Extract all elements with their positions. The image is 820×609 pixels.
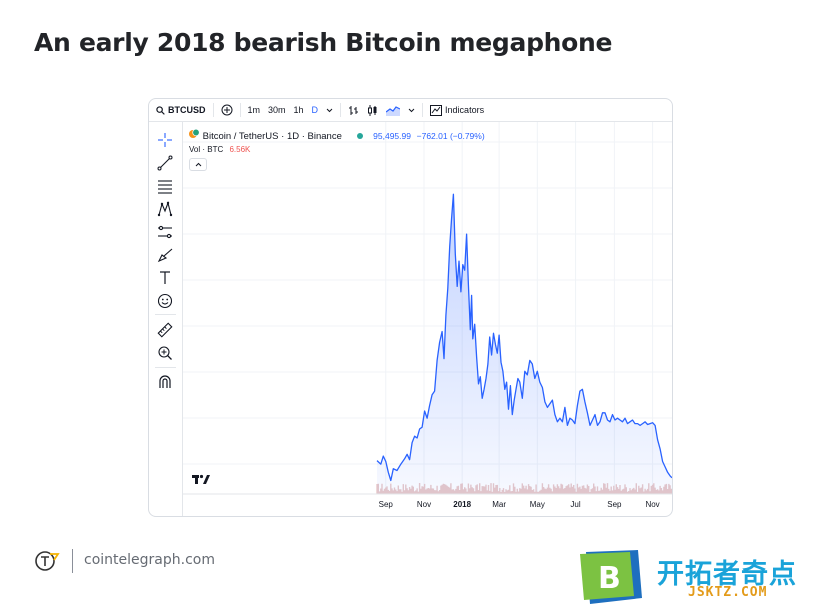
trend-line-tool[interactable] bbox=[156, 154, 174, 172]
footer-divider bbox=[72, 549, 73, 573]
watermark-badge-letter: B bbox=[598, 561, 621, 596]
area-style-button[interactable] bbox=[382, 99, 404, 121]
x-tick-label: May bbox=[530, 500, 545, 509]
projection-icon bbox=[158, 225, 172, 239]
fib-tool[interactable] bbox=[156, 177, 174, 195]
text-tool[interactable] bbox=[156, 269, 174, 287]
x-tick-label: Mar bbox=[492, 500, 506, 509]
search-icon bbox=[156, 105, 165, 115]
emoji-tool[interactable] bbox=[156, 292, 174, 310]
symbol-logo bbox=[189, 128, 200, 139]
legend-collapse-button[interactable] bbox=[189, 158, 207, 171]
indicators-button[interactable]: Indicators bbox=[426, 99, 488, 121]
trend-line-icon bbox=[157, 155, 173, 171]
watermark-badge: B bbox=[580, 550, 646, 609]
tradingview-logo[interactable] bbox=[191, 471, 211, 492]
page-title: An early 2018 bearish Bitcoin megaphone bbox=[34, 28, 613, 57]
projection-tool[interactable] bbox=[156, 223, 174, 241]
timeframe-1h[interactable]: 1h bbox=[293, 105, 304, 115]
cointelegraph-logo bbox=[34, 548, 60, 579]
zoom-tool[interactable] bbox=[156, 344, 174, 362]
candles-style-button[interactable] bbox=[363, 99, 382, 121]
brush-tool[interactable] bbox=[156, 246, 174, 264]
ruler-tool[interactable] bbox=[156, 321, 174, 339]
chevron-down-icon bbox=[326, 108, 333, 112]
symbol-search[interactable]: BTCUSD bbox=[149, 99, 210, 121]
tradingview-logo-icon bbox=[192, 474, 210, 484]
x-tick-label: Jul bbox=[570, 500, 580, 509]
emoji-icon bbox=[157, 293, 173, 309]
watermark-site: JSKTZ.COM bbox=[688, 585, 768, 600]
toolbar-divider bbox=[239, 103, 241, 117]
timeframe-d[interactable]: D bbox=[311, 105, 319, 115]
bar-style-button[interactable] bbox=[344, 99, 363, 121]
instrument-label: Bitcoin / TetherUS · 1D · Binance bbox=[202, 131, 342, 142]
chevron-up-icon bbox=[195, 162, 201, 167]
timeframe-1m[interactable]: 1m bbox=[247, 105, 261, 115]
price-chart[interactable]: Sep Nov 2018 Mar May Jul Sep Nov bbox=[183, 122, 672, 516]
volume-legend: Vol · BTC 6.56K bbox=[189, 145, 250, 154]
compare-button[interactable] bbox=[217, 99, 237, 121]
symbol-label: BTCUSD bbox=[168, 105, 206, 115]
sidebar-divider bbox=[155, 314, 176, 315]
market-status-dot bbox=[356, 133, 363, 139]
volume-label: Vol · BTC bbox=[189, 145, 224, 154]
footer-site: cointelegraph.com bbox=[84, 552, 215, 568]
crosshair-icon bbox=[158, 133, 172, 147]
pattern-tool[interactable] bbox=[156, 200, 174, 218]
toolbar-divider bbox=[212, 103, 214, 117]
timeframe-30m[interactable]: 30m bbox=[268, 105, 286, 115]
magnet-icon bbox=[159, 375, 171, 388]
indicators-icon bbox=[430, 104, 443, 116]
last-price: 95,495.99 bbox=[373, 131, 411, 141]
indicators-label: Indicators bbox=[445, 105, 485, 115]
watermark-badge-icon: B bbox=[580, 550, 642, 604]
brush-icon bbox=[157, 248, 173, 263]
price-line bbox=[376, 193, 672, 482]
bars-icon bbox=[349, 105, 359, 115]
toolbar-divider bbox=[340, 103, 342, 117]
zoom-in-icon bbox=[158, 346, 172, 360]
area-chart-icon bbox=[386, 105, 401, 116]
chart-widget: BTCUSD 1m 30m 1h D bbox=[148, 98, 673, 517]
sidebar-divider bbox=[155, 367, 176, 368]
text-icon bbox=[160, 271, 170, 284]
chevron-down-icon bbox=[408, 108, 415, 112]
cointelegraph-logo-icon bbox=[35, 551, 60, 571]
chart-legend: Bitcoin / TetherUS · 1D · Binance 95,495… bbox=[189, 128, 485, 142]
crosshair-tool[interactable] bbox=[156, 131, 174, 149]
watermark-brand: 开拓者奇点 bbox=[657, 559, 797, 590]
x-tick-label: Nov bbox=[645, 500, 659, 509]
toolbar-divider bbox=[422, 103, 424, 117]
timeframe-dropdown[interactable] bbox=[322, 99, 337, 121]
chart-type-dropdown[interactable] bbox=[404, 99, 419, 121]
volume-value: 6.56K bbox=[229, 145, 251, 154]
x-tick-label: 2018 bbox=[453, 500, 471, 509]
magnet-tool[interactable] bbox=[156, 373, 174, 391]
candles-icon bbox=[368, 104, 377, 116]
ruler-icon bbox=[157, 322, 173, 338]
chart-toolbar: BTCUSD 1m 30m 1h D bbox=[149, 99, 672, 122]
price-change: −762.01 (−0.79%) bbox=[416, 131, 485, 141]
drawing-toolbar bbox=[149, 122, 183, 516]
x-tick-label: Nov bbox=[417, 500, 431, 509]
add-circle-icon bbox=[221, 104, 232, 116]
fib-icon bbox=[158, 180, 172, 194]
bitcoin-tether-icon bbox=[189, 128, 200, 138]
x-tick-label: Sep bbox=[379, 500, 394, 509]
price-area bbox=[377, 194, 672, 495]
x-tick-label: Sep bbox=[607, 500, 622, 509]
pattern-icon bbox=[157, 201, 173, 217]
